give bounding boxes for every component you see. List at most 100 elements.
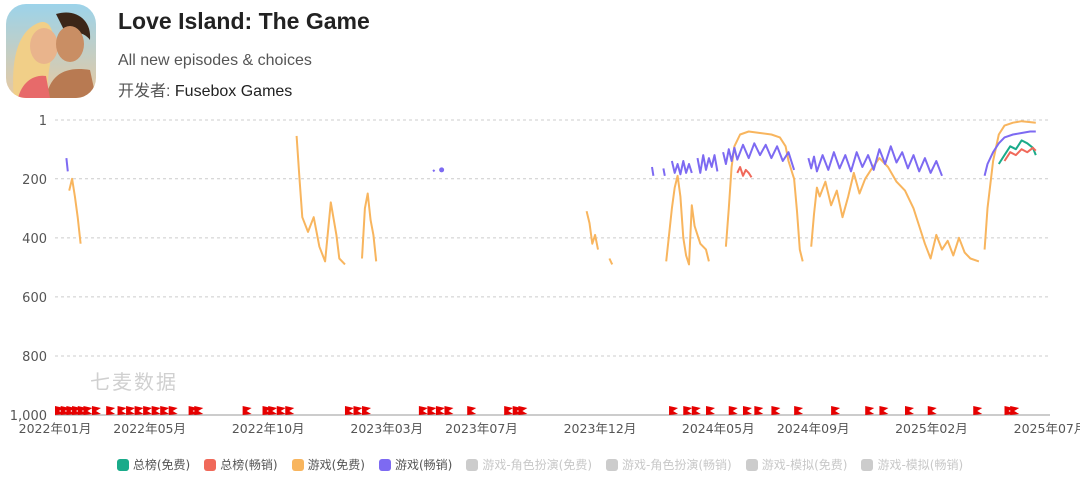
event-flag-icon [268, 406, 278, 415]
series-line [1003, 146, 1037, 162]
legend-item[interactable]: 总榜(畅销) [204, 456, 278, 473]
event-flag-icon [106, 406, 116, 415]
event-flag-icon [160, 406, 170, 415]
series-line [608, 258, 614, 265]
series-line [997, 139, 1037, 165]
series-line [662, 168, 666, 176]
series-line [665, 174, 710, 266]
developer-row: 开发者: Fusebox Games [118, 77, 292, 101]
event-flag-icon [418, 406, 428, 415]
series-line [651, 166, 655, 176]
legend-label: 游戏-模拟(免费) [761, 458, 848, 472]
series-line [722, 142, 796, 171]
legend-label: 游戏-角色扮演(畅销) [622, 458, 732, 472]
series-line [807, 145, 943, 177]
x-tick-label: 2024年05月 [682, 421, 755, 436]
event-flag-icon [83, 406, 93, 415]
series-line [736, 166, 753, 178]
event-flag-icon [353, 406, 363, 415]
series-line [670, 160, 693, 176]
event-flag-icon [794, 406, 804, 415]
event-flag-icon [362, 406, 372, 415]
app-icon-art [6, 4, 96, 98]
legend-swatch [291, 458, 304, 471]
y-tick-label: 600 [22, 291, 47, 306]
legend-swatch [116, 458, 129, 471]
event-flag-icon [879, 406, 889, 415]
event-flag-icon [518, 406, 528, 415]
x-tick-label: 2023年03月 [350, 421, 423, 436]
series-line [585, 210, 599, 250]
series-line [361, 192, 378, 262]
legend-item[interactable]: 游戏(免费) [291, 456, 365, 473]
y-tick-label: 200 [22, 173, 47, 188]
series-line [810, 157, 980, 263]
x-tick-label: 2023年07月 [445, 421, 518, 436]
app-icon [6, 4, 96, 98]
legend-item[interactable]: 总榜(免费) [116, 456, 191, 473]
series-line [696, 154, 719, 174]
event-flag-icon [242, 406, 252, 415]
x-tick-label: 2024年09月 [777, 421, 850, 436]
legend-item[interactable]: 游戏-模拟(畅销) [861, 456, 963, 473]
event-flag-icon [771, 406, 781, 415]
event-flag-icon [742, 406, 752, 415]
event-flag-icon [91, 406, 101, 415]
legend-swatch [606, 458, 619, 471]
event-flag-icon [435, 406, 445, 415]
legend-item[interactable]: 游戏(畅销) [378, 456, 452, 473]
legend-swatch [745, 458, 758, 471]
x-tick-label: 2025年02月 [895, 421, 968, 436]
event-flag-icon [344, 406, 354, 415]
event-flag-icon [973, 406, 983, 415]
event-flag-icon [126, 406, 136, 415]
event-flag-icon [427, 406, 437, 415]
series-line [983, 130, 1036, 177]
event-flag-icon [754, 406, 764, 415]
legend-swatch [204, 458, 217, 471]
legend-swatch [466, 458, 479, 471]
event-flag-icon [151, 406, 161, 415]
event-flag-icon [143, 406, 153, 415]
app-subtitle: All new episodes & choices [118, 52, 312, 69]
event-flag-icon [504, 406, 514, 415]
watermark: 七麦数据 [90, 370, 178, 394]
y-tick-label: 400 [22, 232, 47, 247]
chart-legend: 总榜(免费) 总榜(畅销) 游戏(免费) 游戏(畅销) 游戏-角色扮演(免费) 游戏-角色… [0, 456, 1080, 473]
x-tick-label: 2022年05月 [113, 421, 186, 436]
series-line [65, 157, 69, 172]
legend-label: 游戏(免费) [307, 458, 365, 472]
legend-label: 总榜(免费) [132, 458, 191, 472]
x-tick-label: 2023年12月 [564, 421, 637, 436]
event-flag-icon [831, 406, 841, 415]
legend-label: 游戏-角色扮演(免费) [482, 458, 593, 472]
legend-item[interactable]: 游戏-角色扮演(畅销) [606, 456, 732, 473]
y-tick-label: 1,000 [10, 409, 47, 424]
legend-swatch [861, 458, 874, 471]
series-line [432, 169, 436, 173]
legend-label: 总榜(畅销) [220, 458, 278, 472]
legend-item[interactable]: 游戏-角色扮演(免费) [466, 456, 592, 473]
event-flag-icon [285, 406, 295, 415]
series-line [68, 177, 82, 244]
y-tick-label: 1 [39, 114, 47, 129]
event-flag-icon [134, 406, 144, 415]
developer-name[interactable]: Fusebox Games [174, 83, 293, 100]
event-flag-icon [728, 406, 738, 415]
event-flag-icon [276, 406, 286, 415]
legend-item[interactable]: 游戏-模拟(免费) [745, 456, 848, 473]
series-line [724, 130, 804, 262]
event-flag-icon [168, 406, 178, 415]
legend-swatch [378, 458, 391, 471]
event-flag-icon [194, 406, 204, 415]
event-flag-icon [1010, 406, 1020, 415]
event-flag-icon [117, 406, 127, 415]
legend-label: 游戏-模拟(畅销) [877, 458, 964, 472]
x-tick-label: 2022年10月 [232, 421, 305, 436]
event-flag-icon [706, 406, 716, 415]
event-flag-icon [927, 406, 937, 415]
app-title: Love Island: The Game [118, 8, 370, 34]
series-line [983, 120, 1036, 250]
event-flag-icon [683, 406, 693, 415]
